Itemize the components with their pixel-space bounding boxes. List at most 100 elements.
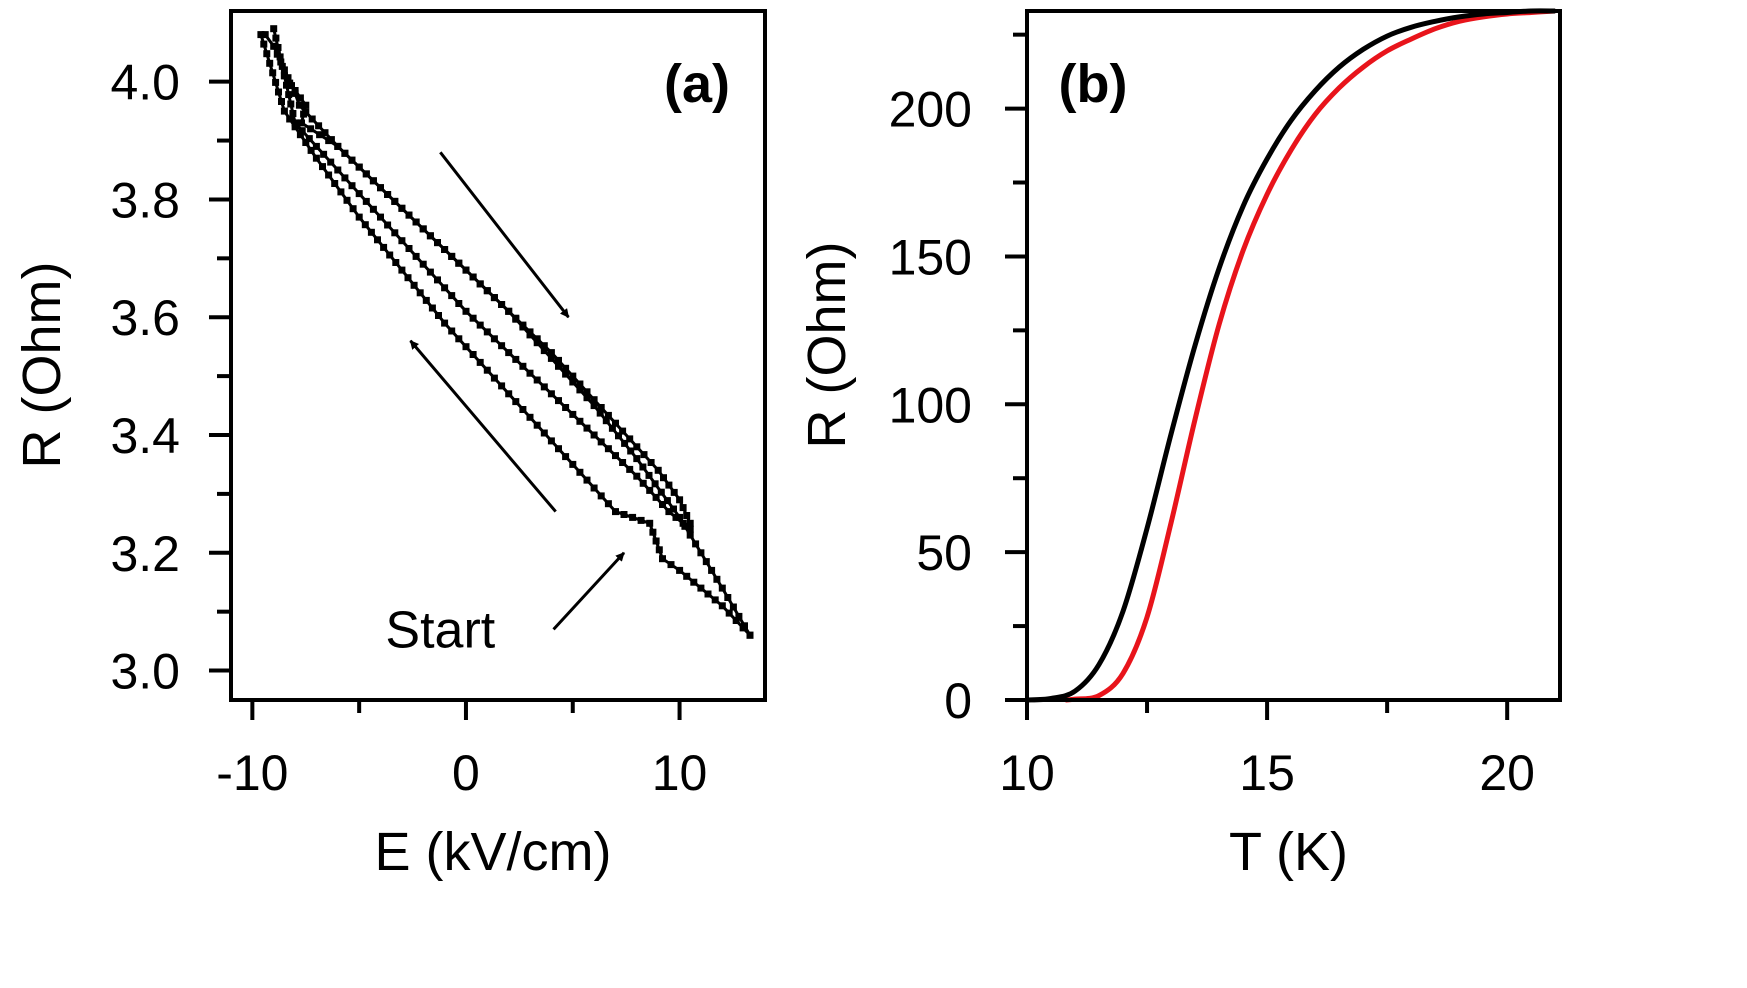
panel-a-data-point: [612, 419, 619, 427]
panel-a-data-point: [639, 479, 647, 487]
panel-a-data-point: [441, 246, 449, 253]
panel-a-data-point: [547, 349, 555, 357]
panel-a-data-point: [654, 466, 662, 474]
panel-a-data-point: [633, 472, 641, 480]
panel-a-data-point: [533, 421, 541, 429]
panel-a-data-point: [583, 394, 591, 402]
panel-a-data-point: [405, 211, 413, 219]
panel-a-data-point: [362, 170, 370, 178]
panel-a-data-point: [547, 437, 555, 445]
panel-a-x-tick-label: 0: [452, 745, 480, 801]
panel-a-data-point: [729, 603, 737, 611]
panel-a-data-point: [619, 459, 627, 466]
panel-a-data-point: [505, 390, 513, 398]
panel-a-data-point: [659, 501, 666, 508]
panel-b-x-axis-title: T (K): [1229, 822, 1348, 882]
panel-a-y-axis-title: R (Ohm): [12, 262, 72, 469]
panel-a-data-point: [441, 319, 449, 327]
panel-a-data-point: [349, 205, 357, 213]
panel-a-data-point: [296, 131, 304, 139]
panel-a-data-point: [343, 196, 351, 204]
panel-b-red-curve: [1065, 8, 1556, 703]
start-annotation: Start: [385, 601, 495, 659]
panel-a-data-point: [746, 631, 754, 639]
panel-a-data-point: [315, 122, 323, 130]
panel-a-data-point: [448, 327, 456, 335]
panel-a-data-point: [287, 100, 295, 108]
panel-a-data-point: [462, 307, 470, 315]
panel-a-y-tick-label: 3.6: [110, 290, 180, 346]
panel-a-data-point: [672, 513, 680, 521]
panel-a-data-point: [422, 296, 430, 304]
panel-a-data-point: [483, 328, 491, 336]
panel-a-data-point: [419, 260, 427, 268]
panel-a-data-point: [362, 197, 370, 205]
panel-a-data-point: [724, 594, 732, 601]
panel-a-data-point: [718, 584, 726, 592]
panel-a-data-point: [369, 205, 377, 213]
panel-b: 10 15 20 0 50 100 150 200 (b) T (K) R (Ohm): [797, 8, 1562, 882]
panel-a-x-tick-label: -10: [216, 745, 288, 801]
panel-a-data-point: [316, 131, 324, 139]
panel-a-data-point: [434, 276, 441, 284]
panel-b-x-tick-label: 10: [999, 745, 1055, 801]
panel-a-data-point: [469, 314, 477, 322]
panel-a-data-point: [645, 471, 653, 479]
panel-a-data-point: [327, 158, 335, 166]
panel-a-data-point: [377, 184, 384, 192]
panel-a-data-point: [676, 496, 684, 504]
panel-b-y-ticks: 0 50 100 150 200: [889, 32, 1027, 729]
panel-a-data-point: [604, 411, 612, 419]
panel-a-data-point: [490, 374, 498, 382]
panel-a-data-point: [683, 572, 691, 580]
panel-a-data-point: [590, 402, 598, 410]
panel-a-data-point: [325, 171, 333, 179]
panel-a-data-point: [348, 182, 356, 190]
panel-a-data-point: [377, 213, 384, 221]
panel-a-data-point: [476, 358, 484, 366]
panel-a-data-point: [498, 382, 506, 390]
panel-b-y-axis-title: R (Ohm): [797, 242, 857, 449]
panel-a-data-point: [652, 493, 660, 501]
panel-a-data-point: [697, 549, 705, 557]
panel-a-data-point: [676, 566, 684, 574]
panel-a-data-point: [302, 101, 310, 109]
panel-a-data-point: [312, 154, 320, 162]
panel-a-data-point: [341, 174, 349, 182]
panel-a-series: [257, 25, 754, 639]
panel-a-data-point: [441, 284, 449, 292]
panel-a-data-point: [590, 484, 598, 492]
panel-a-data-point: [626, 435, 634, 443]
panel-a-data-point: [602, 417, 610, 425]
panel-a-data-point: [652, 537, 660, 545]
panel-a-data-point: [386, 251, 394, 259]
panel-a-data-point: [665, 508, 673, 516]
panel-a-data-point: [392, 259, 400, 266]
panel-a-data-point: [583, 476, 591, 484]
panel-a-data-point: [640, 451, 648, 459]
panel-a-data-point: [681, 522, 689, 530]
panel-a-data-point: [412, 218, 420, 226]
panel-a-data-point: [291, 119, 299, 127]
panel-a-data-point: [476, 321, 484, 329]
panel-a-data-point: [519, 323, 527, 331]
panel-a-data-point: [663, 497, 671, 505]
panel-a-data-point: [555, 356, 562, 364]
panel-a-data-point: [704, 590, 712, 598]
panel-a-data-point: [540, 383, 548, 391]
panel-a-y-tick-label: 4.0: [110, 55, 180, 111]
panel-a-data-point: [291, 87, 299, 94]
panel-a-data-point: [266, 59, 274, 67]
panel-a-series-line-1: [263, 33, 692, 524]
panel-a-data-point: [732, 617, 740, 624]
panel-a-data-point: [435, 312, 442, 319]
panel-a-data-point: [626, 465, 634, 473]
panel-a-data-point: [702, 558, 710, 566]
panel-a-data-point: [612, 452, 619, 460]
panel-a-data-point: [512, 315, 520, 323]
panel-a-data-point: [665, 481, 673, 489]
panel-a-data-point: [380, 243, 388, 251]
panel-a-data-point: [355, 190, 363, 198]
panel-a-data-point: [319, 163, 326, 171]
panel-a-data-point: [334, 166, 342, 174]
